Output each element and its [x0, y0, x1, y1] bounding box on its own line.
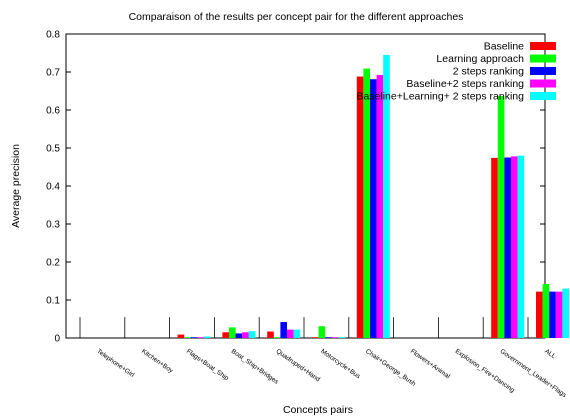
bar — [273, 337, 281, 338]
bar — [356, 76, 364, 338]
legend-swatch — [530, 79, 556, 88]
legend-label: Baseline+2 steps ranking — [406, 78, 524, 90]
x-tick-label: Kitchen+Boy — [140, 348, 175, 375]
bar — [542, 284, 550, 338]
x-tick-label: Flowers+Animal — [409, 348, 451, 381]
bar — [325, 337, 332, 338]
y-tick-label: 0 — [54, 334, 60, 345]
legend-label: Learning approach — [436, 53, 524, 65]
legend-label: Baseline+Learning+ 2 steps ranking — [356, 91, 524, 103]
bar — [248, 331, 256, 338]
bar — [536, 291, 543, 338]
x-tick-label: Chair+George_Bush — [364, 348, 417, 388]
x-axis-label: Concepts pairs — [283, 404, 353, 416]
y-tick-label: 0.1 — [46, 296, 60, 307]
bar — [267, 331, 274, 338]
bar — [517, 155, 525, 338]
group-separators — [79, 317, 529, 338]
bar — [376, 75, 384, 338]
bar — [549, 291, 556, 338]
x-tick-label: Flags+Boat_Ship — [185, 348, 230, 382]
x-tick-label: Boat_Ship+Bridges — [230, 348, 280, 386]
bar — [197, 337, 204, 338]
chart-title: Comparaison of the results per concept p… — [129, 11, 464, 23]
x-axis: Telephone+Girl Kitchen+Boy Flags+Boat_Ship… — [95, 348, 568, 400]
bar — [312, 337, 319, 338]
y-axis-label: Average precision — [10, 144, 22, 228]
bar — [555, 291, 563, 338]
bar — [222, 332, 229, 338]
bar — [511, 156, 518, 338]
bar — [177, 334, 185, 338]
bar — [562, 288, 569, 338]
bar — [363, 68, 370, 338]
y-tick-label: 0.6 — [46, 106, 60, 117]
bar — [338, 337, 345, 338]
legend-swatch — [530, 67, 556, 75]
x-tick-label: Telephone+Girl — [95, 348, 135, 379]
legend-label: Baseline — [484, 41, 524, 53]
bar — [229, 327, 236, 338]
legend-swatch — [530, 54, 556, 63]
y-tick-label: 0.7 — [46, 68, 60, 79]
bar — [370, 79, 377, 338]
bar — [491, 157, 498, 338]
y-tick-label: 0.2 — [46, 258, 60, 269]
x-tick-label: ALL — [543, 348, 557, 361]
y-tick-label: 0.4 — [46, 182, 60, 193]
bar — [204, 336, 211, 338]
bar — [190, 337, 198, 338]
legend-label: 2 steps ranking — [453, 66, 524, 78]
y-tick-label: 0.3 — [46, 220, 60, 231]
legend-swatch — [530, 42, 556, 50]
bar — [293, 329, 301, 338]
bar — [235, 333, 243, 338]
x-tick-label: Quadruped+Hand — [275, 348, 322, 384]
bar — [280, 322, 287, 338]
bar — [504, 157, 511, 338]
bar — [318, 326, 326, 338]
bars — [177, 54, 569, 339]
x-tick-label: Motorcycle+Bus — [319, 348, 362, 381]
legend-swatch — [530, 92, 556, 100]
bar — [331, 337, 339, 338]
bar — [242, 332, 249, 338]
bar — [184, 337, 191, 338]
bar — [383, 54, 390, 339]
bar — [287, 329, 294, 338]
y-tick-label: 0.8 — [46, 30, 60, 41]
y-tick-label: 0.5 — [46, 144, 60, 155]
bar — [497, 95, 505, 338]
